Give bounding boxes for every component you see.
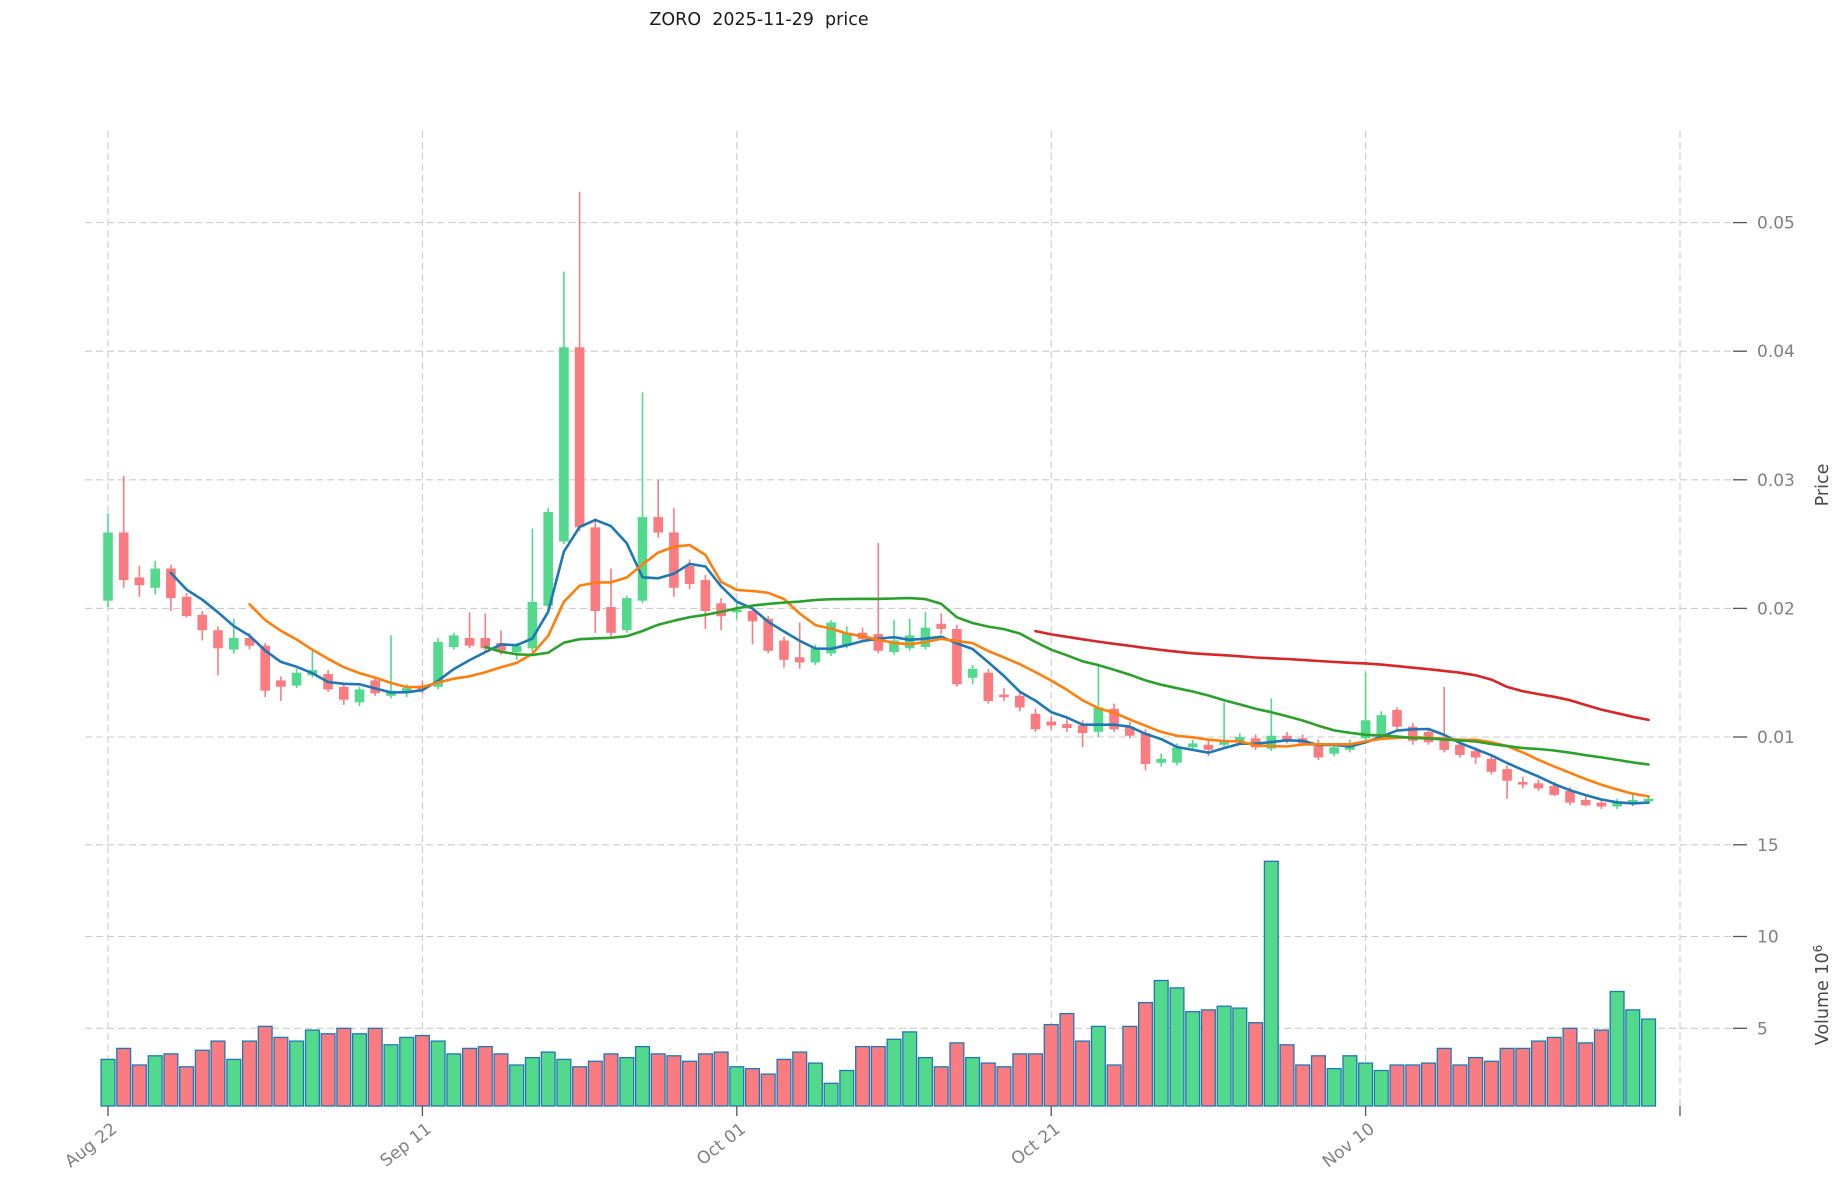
axis-ticks	[107, 221, 1747, 1116]
price-axis-title: Price	[1813, 464, 1833, 507]
date-tick-label: Aug 22	[61, 1119, 121, 1172]
price-tick-label: 0.02	[1757, 599, 1795, 619]
volume-tick-label: 5	[1757, 1019, 1768, 1039]
ma25-line	[483, 596, 1650, 766]
candles	[103, 191, 1654, 809]
gridlines	[85, 131, 1745, 1106]
price-tick-label: 0.05	[1757, 214, 1795, 234]
price-tick-label: 0.03	[1757, 471, 1795, 491]
chart-title: ZORO 2025-11-29 price	[649, 10, 869, 30]
date-tick-label: Sep 11	[377, 1119, 436, 1171]
ma-lines	[169, 518, 1650, 805]
volume-bars	[100, 860, 1657, 1107]
volume-axis-title: Volume 106	[1811, 945, 1833, 1046]
date-tick-label: Oct 01	[693, 1119, 750, 1170]
ma60-line	[1034, 629, 1650, 722]
volume-tick-label: 10	[1757, 928, 1779, 948]
ma5-line	[169, 518, 1650, 805]
price-tick-label: 0.01	[1757, 728, 1795, 748]
volume-tick-label: 15	[1757, 836, 1779, 856]
date-tick-label: Nov 10	[1319, 1119, 1379, 1172]
date-tick-label: Oct 21	[1007, 1119, 1064, 1170]
price-tick-label: 0.04	[1757, 342, 1795, 362]
